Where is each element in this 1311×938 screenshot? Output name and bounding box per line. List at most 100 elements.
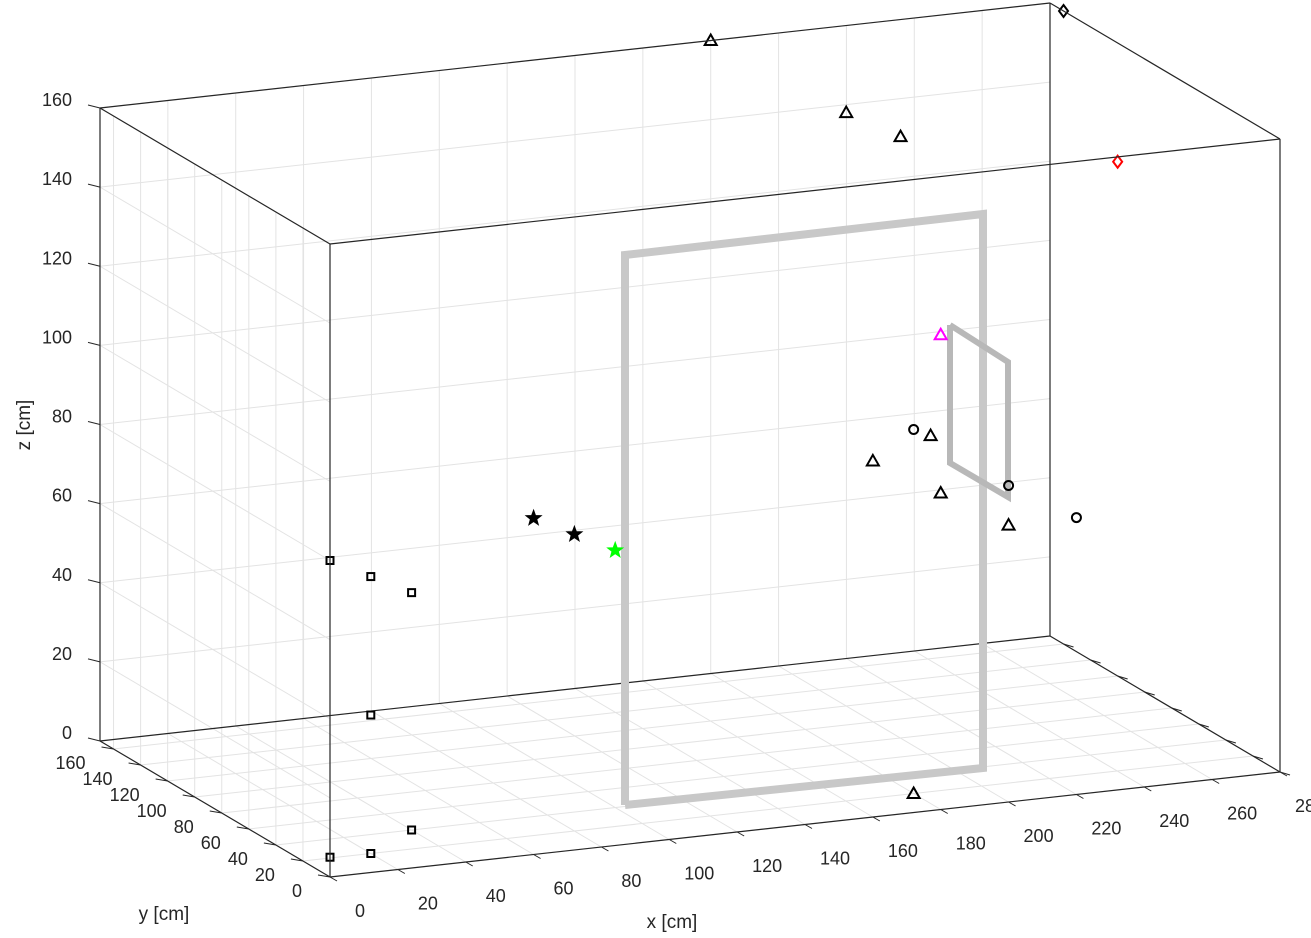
grid-line-floor-x [303, 718, 534, 855]
grid-line-sidewall-z [99, 186, 331, 324]
grid-line-sidewall-z [99, 503, 331, 641]
x-tick-mark [1211, 779, 1220, 784]
y-tick-mark [182, 794, 195, 798]
axes-edge [99, 740, 331, 878]
circle-marker [1003, 480, 1015, 491]
y-tick-label: 120 [110, 785, 140, 805]
z-tick-label: 40 [52, 565, 72, 585]
triangle-marker [865, 452, 881, 467]
grid-lines [99, 2, 1281, 878]
grid-line-floor-x [439, 703, 670, 840]
y-tick-mark-right [1090, 659, 1101, 664]
grid-line-floor-y [113, 643, 1064, 750]
grid-line-floor-x [167, 733, 399, 870]
axes-edge [99, 107, 331, 245]
grid-line-backwall-z [99, 160, 1051, 267]
grid-line-backwall-z [99, 398, 1051, 505]
grid-line-sidewall-z [99, 265, 331, 403]
axes-edge [1049, 2, 1281, 140]
y-tick-mark [155, 778, 168, 782]
y-tick-mark-right [1171, 707, 1182, 712]
grid-line-floor-x [235, 725, 466, 863]
data-points [325, 3, 1124, 862]
z-tick-mark [87, 658, 101, 663]
x-tick-mark [940, 809, 948, 814]
z-tick-label: 160 [42, 90, 72, 110]
grid-line-floor-x [846, 658, 1077, 795]
y-tick-mark-right [1063, 643, 1074, 648]
x-tick-label: 60 [554, 879, 574, 899]
circle-marker [908, 424, 920, 436]
y-tick-label: 160 [55, 753, 85, 773]
y-tick-mark-right [1144, 691, 1155, 696]
x-tick-mark [397, 869, 406, 874]
grid-line-floor-y [194, 691, 1145, 798]
x-tick-mark [465, 861, 473, 867]
axes-edge [329, 138, 1281, 245]
axes-edge [99, 635, 1051, 742]
x-tick-label: 100 [684, 864, 714, 884]
y-tick-mark-right [1117, 675, 1128, 680]
grid-line-floor-x [981, 643, 1213, 780]
grid-line-floor-y [248, 723, 1199, 830]
x-tick-label: 280 [1295, 796, 1311, 816]
diamond-marker [1111, 154, 1124, 170]
square-marker [366, 572, 376, 582]
y-tick-mark [101, 746, 114, 750]
y-tick-mark [290, 858, 304, 862]
grid-line-floor-x [574, 688, 806, 825]
x-tick-label: 120 [752, 856, 782, 876]
y-tick-mark [209, 810, 222, 814]
z-tick-label: 0 [62, 723, 72, 743]
x-tick-label: 160 [888, 841, 918, 861]
grid-line-floor-y [140, 659, 1091, 766]
x-axis-label: x [cm] [647, 912, 698, 933]
z-tick-label: 100 [42, 327, 72, 347]
z-tick-mark [87, 104, 101, 109]
triangle-marker [1000, 517, 1017, 531]
x-tick-label: 40 [486, 886, 506, 906]
triangle-marker [838, 104, 854, 119]
square-marker [366, 710, 376, 720]
square-marker [407, 588, 417, 598]
z-tick-mark [87, 421, 101, 425]
x-tick-label: 260 [1227, 804, 1257, 824]
y-tick-mark [317, 874, 331, 878]
z-axis-label: z [cm] [14, 400, 35, 451]
z-tick-label: 120 [42, 248, 72, 268]
x-tick-label: 200 [1024, 826, 1054, 846]
x-tick-mark [1144, 786, 1152, 792]
y-tick-mark [128, 762, 141, 766]
grid-line-backwall-z [99, 239, 1051, 346]
x-tick-label: 20 [418, 894, 438, 914]
triangle-marker [922, 427, 939, 442]
grid-line-backwall-z [99, 319, 1051, 425]
y-tick-label: 20 [255, 865, 275, 885]
z-tick-label: 140 [42, 169, 72, 189]
square-marker [407, 825, 417, 835]
y-tick-label: 80 [174, 817, 194, 837]
x-tick-mark [1008, 801, 1016, 807]
grid-line-floor-x [710, 673, 941, 810]
x-tick-label: 140 [820, 849, 850, 869]
y-tick-label: 140 [83, 769, 113, 789]
x-tick-mark [872, 816, 881, 822]
x-tick-mark [601, 846, 609, 852]
grid-line-floor-x [642, 680, 874, 818]
y-tick-mark-right [1252, 755, 1264, 760]
z-tick-label: 60 [52, 486, 72, 506]
z-tick-mark [87, 737, 101, 742]
grid-line-backwall-z [99, 81, 1051, 188]
circle-marker [1070, 512, 1082, 524]
axes-box-front [99, 2, 1281, 877]
x-tick-mark [669, 839, 677, 844]
triangle-marker [932, 484, 949, 499]
grid-line-floor-y [302, 755, 1253, 862]
x-tick-mark [736, 831, 745, 837]
z-tick-mark [87, 183, 101, 188]
triangle-marker [932, 326, 949, 341]
triangle-marker [892, 128, 909, 143]
y-tick-mark [263, 842, 276, 846]
axes-edge [1049, 635, 1281, 773]
